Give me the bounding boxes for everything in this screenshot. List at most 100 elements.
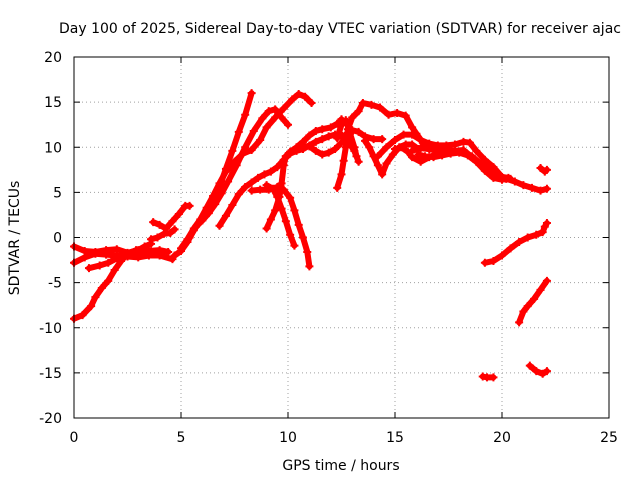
data-point — [305, 142, 314, 151]
data-point — [523, 302, 532, 311]
data-point — [104, 258, 113, 267]
data-point — [324, 132, 333, 141]
series-track-26 — [478, 372, 498, 382]
data-point — [228, 201, 237, 210]
data-point — [286, 230, 295, 239]
x-tick-label: 5 — [177, 430, 186, 446]
data-point — [388, 150, 397, 159]
data-point — [429, 153, 438, 162]
data-point — [455, 148, 464, 157]
data-point — [277, 179, 286, 188]
data-point — [185, 233, 194, 242]
data-point — [258, 114, 267, 123]
data-point — [324, 148, 333, 157]
data-point — [498, 175, 506, 184]
data-point — [170, 251, 179, 260]
data-point — [211, 200, 220, 209]
grid-lines — [74, 57, 609, 418]
series-line — [481, 220, 550, 266]
data-point — [408, 123, 417, 132]
data-point — [365, 143, 374, 152]
series-track-7 — [170, 89, 256, 260]
series-track-6 — [149, 201, 194, 233]
data-point — [281, 152, 290, 161]
data-point — [164, 247, 173, 256]
plot-frame — [73, 56, 610, 419]
data-point — [247, 186, 256, 195]
data-point — [538, 369, 547, 378]
data-point — [228, 146, 237, 155]
data-point — [515, 238, 524, 247]
data-point — [378, 135, 387, 144]
data-point — [198, 216, 207, 225]
data-point — [153, 233, 162, 242]
y-tick-label: 15 — [44, 95, 62, 111]
data-point — [221, 211, 230, 220]
data-point — [271, 105, 280, 114]
data-point — [519, 181, 528, 190]
data-point — [177, 244, 185, 253]
data-point — [350, 143, 359, 152]
data-point — [346, 129, 355, 138]
x-tick-label: 0 — [70, 430, 79, 446]
data-point — [217, 189, 226, 198]
data-point — [273, 163, 282, 172]
data-point — [166, 228, 175, 237]
data-point — [331, 145, 340, 154]
data-point — [367, 100, 376, 109]
data-point — [288, 95, 297, 104]
data-point — [376, 103, 385, 112]
series-track-25 — [525, 361, 551, 378]
data-point — [472, 157, 481, 166]
y-tick-label: -10 — [39, 321, 62, 337]
data-point — [333, 134, 342, 143]
data-point — [530, 294, 539, 303]
data-point — [84, 264, 93, 273]
series-track-23 — [480, 219, 551, 267]
data-point — [185, 201, 194, 210]
data-point — [112, 254, 121, 263]
data-point — [414, 150, 423, 159]
data-point — [542, 219, 551, 228]
data-point — [358, 99, 367, 108]
data-point — [234, 127, 243, 136]
data-point — [341, 116, 350, 125]
y-tick-label: -20 — [39, 411, 62, 427]
data-point — [277, 204, 286, 213]
x-tick-label: 15 — [386, 430, 404, 446]
data-point — [416, 136, 425, 145]
y-tick-label: 10 — [44, 140, 62, 156]
data-point — [91, 293, 100, 302]
data-point — [102, 250, 111, 259]
data-point — [506, 174, 515, 183]
data-point — [249, 127, 258, 136]
series-track-9 — [185, 105, 292, 242]
data-point — [399, 130, 408, 139]
data-point — [532, 230, 541, 239]
data-point — [369, 135, 378, 144]
data-point — [515, 318, 524, 327]
data-point — [97, 284, 106, 293]
data-point — [408, 130, 417, 139]
data-point — [463, 151, 472, 160]
data-point — [506, 244, 515, 253]
x-axis-label: GPS time / hours — [282, 458, 399, 474]
data-point — [542, 367, 551, 376]
y-axis-label: SDTVAR / TECUs — [7, 181, 23, 296]
series-track-5 — [147, 225, 179, 244]
data-point — [262, 181, 271, 190]
data-point — [373, 152, 382, 161]
series-track-18 — [373, 130, 513, 182]
data-point — [408, 146, 417, 155]
data-point — [373, 161, 382, 170]
data-point — [542, 165, 551, 174]
data-point — [333, 183, 342, 192]
data-point — [337, 170, 346, 179]
data-point — [155, 220, 164, 229]
data-point — [241, 143, 250, 152]
data-point — [247, 89, 256, 98]
data-point — [348, 113, 357, 122]
data-point — [341, 143, 350, 152]
data-point — [91, 249, 100, 258]
